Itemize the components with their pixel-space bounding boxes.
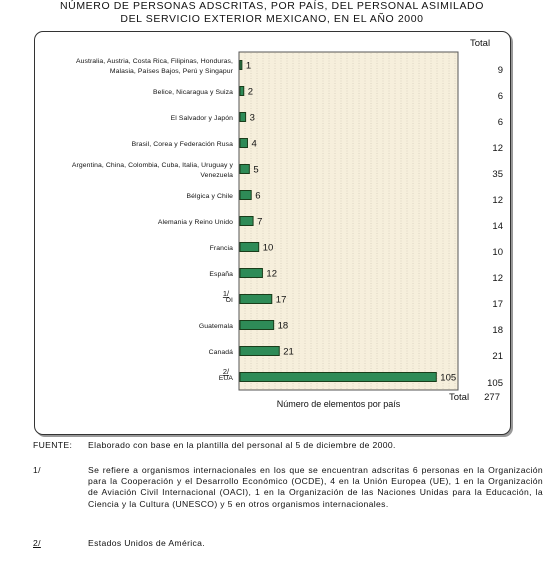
chart-title-line-1: NÚMERO DE PERSONAS ADSCRITAS, POR PAÍS, … [59,0,485,12]
category-superscript: 1/ [223,289,230,298]
category-label: Alemania y Reino Unido [158,219,233,226]
bar-value-label: 12 [266,269,277,280]
category-label: Malasia, Países Bajos, Perú y Singapur [110,68,234,75]
bar-value-label: 1 [246,61,251,72]
source-text: Elaborado con base en la plantilla del p… [88,440,396,450]
category-label: Venezuela [200,172,233,179]
bar-value-label: 105 [440,373,456,384]
category-label: Francia [210,245,233,252]
row-total-value: 12 [492,273,503,284]
bar [239,112,247,122]
plot-area [238,51,459,391]
category-label: El Salvador y Japón [171,115,233,122]
bar [239,320,275,330]
bar [239,294,273,304]
bar-value-label: 5 [253,165,258,176]
row-total-value: 10 [492,247,503,258]
footnote-2-label: 2/ [33,538,41,548]
bar [239,242,260,252]
source-label: FUENTE: [33,440,73,450]
row-total-value: 12 [492,143,503,154]
bar-value-label: 18 [278,321,289,332]
footnote-1-text: Se refiere a organismos internacionales … [88,465,543,509]
bar [239,60,243,70]
row-total-value: 18 [492,325,503,336]
total-column-header: Total [470,38,491,49]
bar-value-label: 21 [283,347,294,358]
bar [239,164,250,174]
bar-value-label: 3 [250,113,255,124]
bar [239,138,248,148]
grand-total-value: 277 [484,392,500,403]
bar [239,190,252,200]
bar [239,86,245,96]
category-label: OI [226,297,233,304]
row-total-value: 6 [498,91,503,102]
category-label: Guatemala [199,323,233,330]
bar [239,372,437,382]
row-total-value: 35 [492,169,503,180]
category-label: Belice, Nicaragua y Suiza [153,89,233,96]
row-total-value: 6 [498,117,503,128]
category-label: España [209,271,233,278]
chart-title: NÚMERO DE PERSONAS ADSCRITAS, POR PAÍS, … [0,0,544,26]
category-label: Canadá [209,349,234,356]
bar [239,346,280,356]
row-total-value: 17 [492,299,503,310]
category-label: Argentina, China, Colombia, Cuba, Italia… [72,162,234,169]
category-label: Brasil, Corea y Federación Rusa [132,141,233,148]
bar-value-label: 17 [276,295,287,306]
row-total-value: 14 [492,221,503,232]
category-superscript: 2/ [223,367,230,376]
bar-value-label: 10 [263,243,274,254]
bar-value-label: 6 [255,191,260,202]
category-label: Bélgica y Chile [187,193,234,200]
chart-title-line-2: DEL SERVICIO EXTERIOR MEXICANO, EN EL AÑ… [120,13,424,25]
category-label: Australia, Austria, Costa Rica, Filipina… [76,58,233,65]
footnote-1-label: 1/ [33,465,41,475]
bar-value-label: 4 [251,139,256,150]
bar-value-label: 7 [257,217,262,228]
grand-total-label: Total [449,392,469,403]
footnote-2-text: Estados Unidos de América. [88,538,206,548]
bar [239,268,263,278]
row-total-value: 9 [498,65,503,76]
bar [239,216,254,226]
x-axis-label: Número de elementos por país [277,399,401,409]
bar-value-label: 2 [248,87,253,98]
category-label: EUA [219,375,234,382]
bar-chart: 1 Australia, Austria, Costa Rica, Filipin… [72,51,503,409]
row-total-value: 105 [487,378,503,389]
row-total-value: 21 [492,351,503,362]
row-total-value: 12 [492,195,503,206]
